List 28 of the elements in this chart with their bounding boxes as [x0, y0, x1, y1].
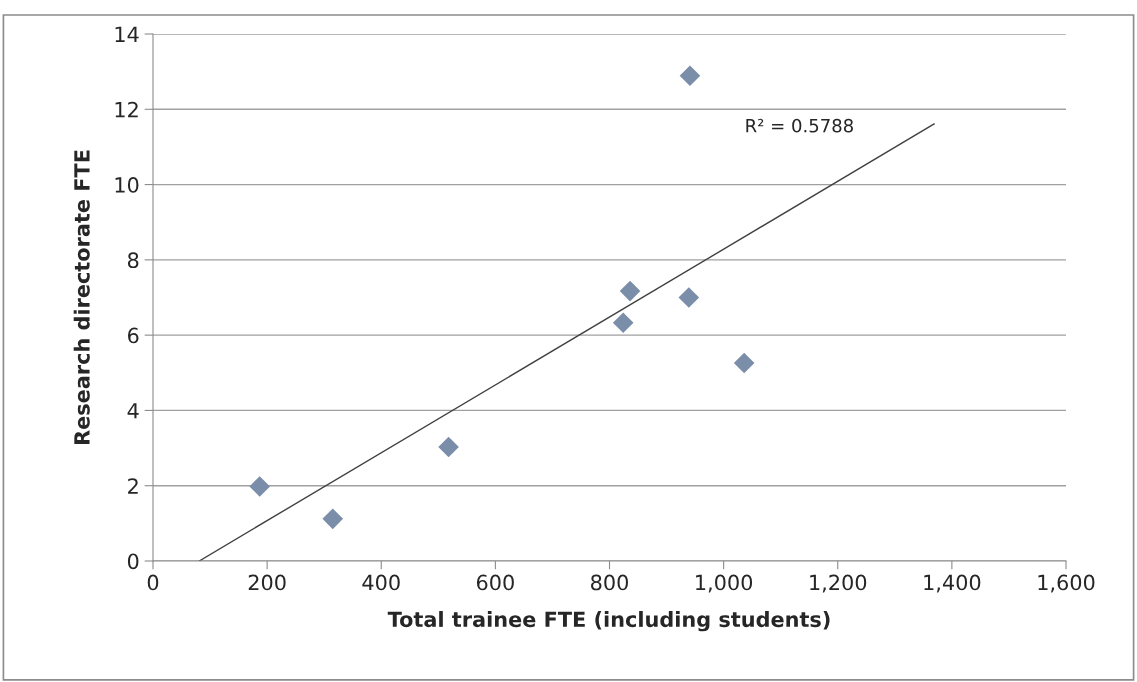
y-tick-label: 8 [127, 252, 139, 269]
y-tick-label: 2 [128, 478, 138, 494]
x-tick-label: 1,000 [696, 574, 753, 593]
x-tick-label: 800 [591, 574, 628, 591]
point [619, 280, 641, 302]
y-tick-label: 4 [127, 403, 139, 419]
y-axis-title: Research directorate FTE [73, 150, 90, 445]
x-tick-label: 1,400 [924, 574, 981, 593]
point [438, 436, 459, 458]
point [733, 352, 755, 374]
x-tick-label: 200 [248, 574, 286, 591]
y-tick-label: 0 [127, 553, 139, 570]
y-tick-label: 12 [115, 101, 138, 118]
point [612, 312, 634, 334]
x-tick-label: 1,600 [1038, 574, 1095, 593]
x-tick-label: 600 [476, 574, 514, 591]
y-tick-label: 10 [115, 177, 139, 193]
annotation: R² = 0.5788 [746, 118, 853, 133]
point [678, 287, 700, 308]
y-tick-label: 14 [115, 26, 139, 42]
x-tick-label: 1,200 [810, 574, 867, 593]
point [249, 476, 271, 497]
point [679, 65, 701, 87]
x-tick-label: 400 [362, 574, 400, 591]
x-tick-label: 0 [147, 574, 159, 591]
x-axis-title: Total trainee FTE (including students) [387, 611, 830, 632]
y-tick-label: 6 [128, 327, 139, 344]
point [322, 508, 344, 530]
